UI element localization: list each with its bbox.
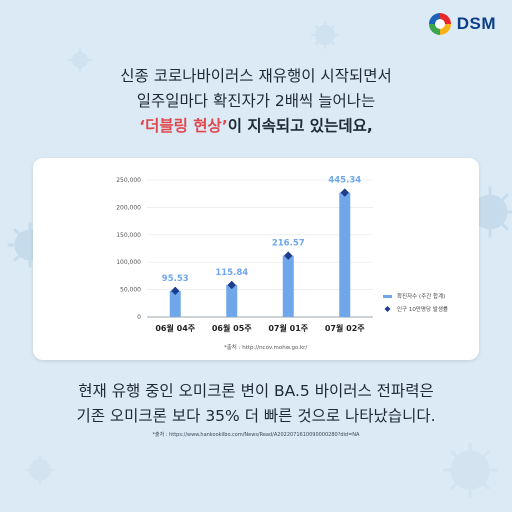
data-label: 115.84 [215,268,248,278]
headline-line-1: 신종 코로나바이러스 재유행이 시작되면서 [120,67,392,85]
x-tick-label: 07월 02주 [325,323,365,333]
headline-line-2: 일주일마다 확진자가 2배씩 늘어나는 [136,92,376,110]
y-tick-label: 100,000 [116,259,141,266]
bar [169,290,181,317]
chart: 0 50,000 100,000 150,000 200,000 250,000 95.5… [116,176,448,351]
dsm-logo-icon [428,13,451,35]
summary-line-2: 기존 오미크론 보다 35% 더 빠른 것으로 나타났습니다. [76,407,436,425]
y-tick-label: 50,000 [120,287,141,294]
legend-label: 인구 10만명당 발생률 [397,305,448,313]
legend-label: 확진자수 (주간 합계) [397,292,445,300]
bar [339,192,351,317]
chart-source: *출처 : http://ncov.mohw.go.kr/ [224,343,307,351]
headline-line-3-rest: 이 지속되고 있는데요, [227,117,373,135]
dsm-logo-text: DSM [456,14,496,33]
legend-swatch-bar [383,295,392,298]
headline-line-3: ‘더블링 현상’이 지속되고 있는데요, [0,114,512,139]
y-tick-label: 200,000 [116,204,141,211]
marker-diamond [171,286,180,296]
y-tick-label: 250,000 [116,177,141,184]
x-tick-label: 07월 01주 [268,323,308,333]
data-label: 445.34 [328,176,361,186]
x-tick-label: 06월 05주 [212,323,252,333]
x-tick-label: 06월 04주 [155,323,195,333]
data-label: 216.57 [272,239,305,249]
marker-diamond [340,188,349,197]
marker-diamond [227,280,236,290]
bar [282,255,294,317]
data-label: 95.53 [162,274,189,284]
marker-diamond [284,251,293,260]
summary-text: 현재 유행 중인 오미크론 변이 BA.5 바이러스 전파력은 기존 오미크론 … [0,379,512,429]
dsm-logo: DSM [428,12,496,36]
bar [226,284,238,317]
legend-swatch-marker [384,306,391,312]
article-source: *출처 : https://www.hankookilbo.com/News/R… [152,432,360,438]
chart-card: 0 50,000 100,000 150,000 200,000 250,000 95.5… [33,158,479,360]
y-tick-label: 150,000 [116,232,141,239]
summary-line-1: 현재 유행 중인 오미크론 변이 BA.5 바이러스 전파력은 [78,382,434,400]
y-tick-label: 0 [137,314,141,321]
headline: 신종 코로나바이러스 재유행이 시작되면서 일주일마다 확진자가 2배씩 늘어나… [0,64,512,139]
doubling-phrase: ‘더블링 현상’ [139,117,228,135]
